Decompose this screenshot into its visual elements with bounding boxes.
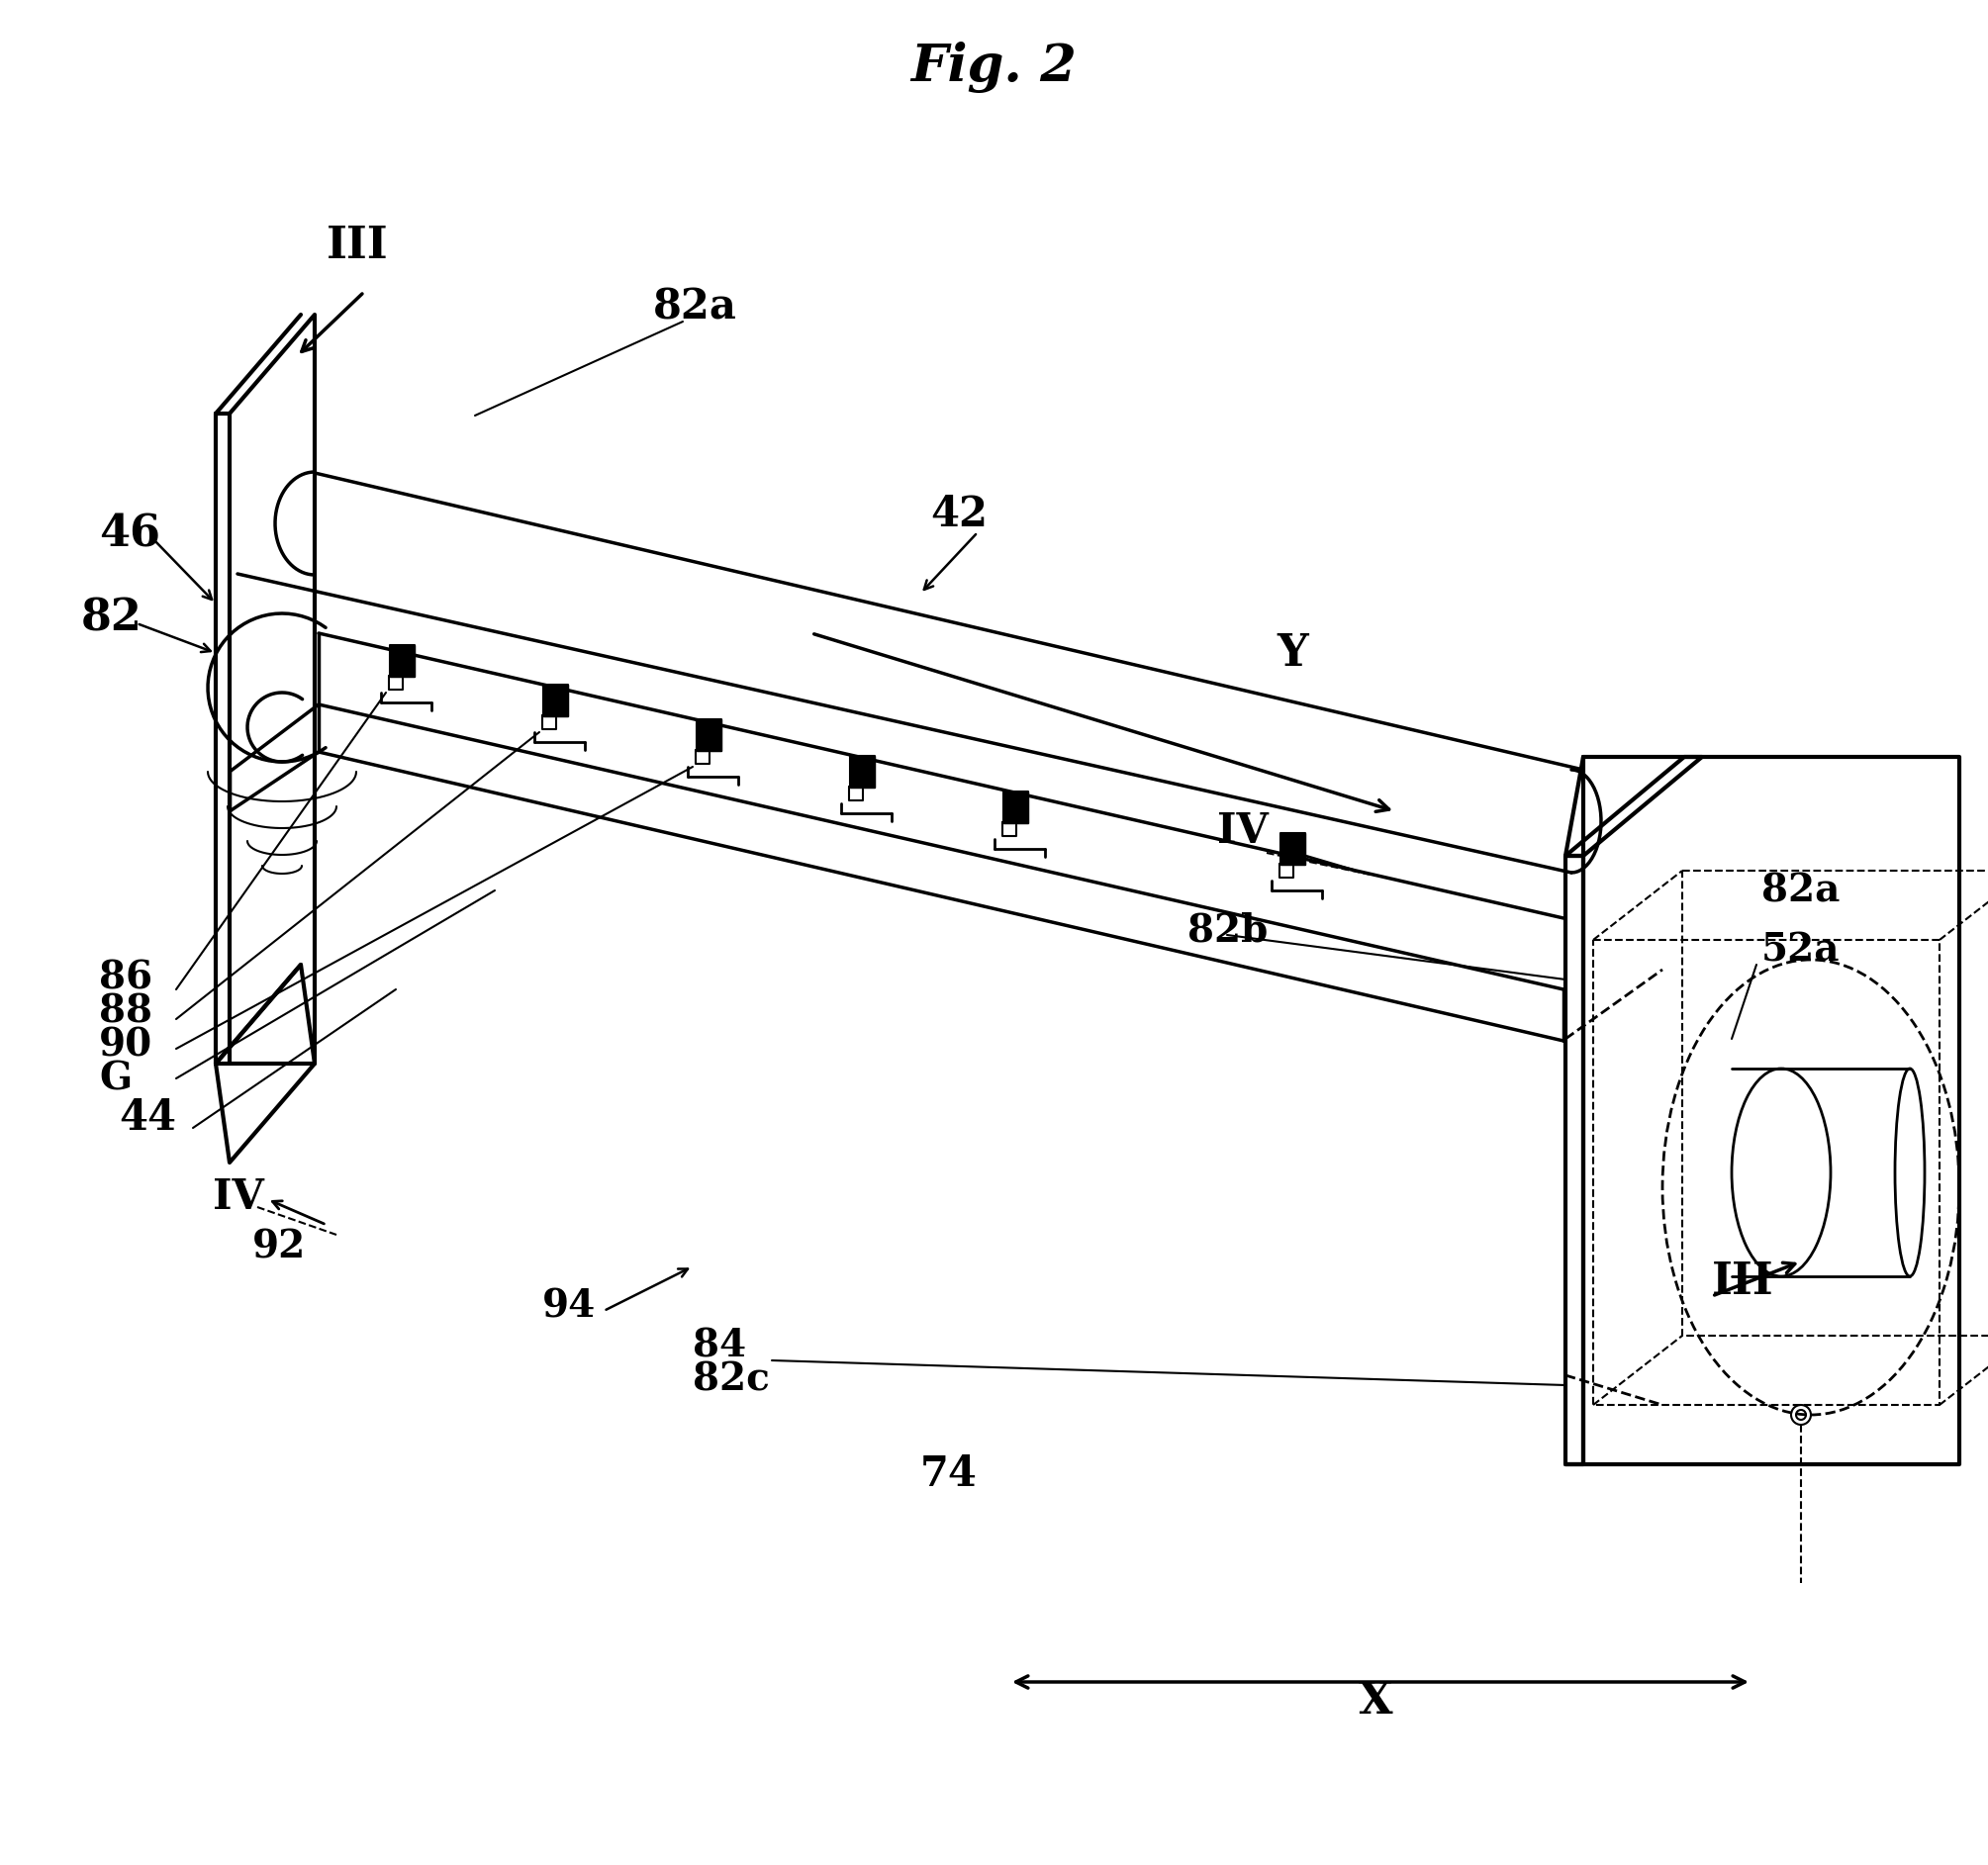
Text: 82a: 82a: [654, 285, 738, 328]
Text: III: III: [326, 224, 388, 267]
Text: 46: 46: [99, 513, 161, 556]
Text: IV: IV: [213, 1177, 264, 1218]
Text: 82a: 82a: [1761, 871, 1841, 910]
Text: X: X: [1358, 1680, 1394, 1723]
Text: 90: 90: [99, 1026, 153, 1063]
Polygon shape: [1280, 834, 1306, 865]
Text: IV: IV: [1217, 809, 1268, 852]
Polygon shape: [390, 645, 415, 677]
Text: G: G: [99, 1059, 131, 1097]
Polygon shape: [851, 755, 875, 787]
Text: 42: 42: [930, 494, 988, 535]
Text: 88: 88: [99, 992, 153, 1029]
Text: 84: 84: [692, 1326, 746, 1365]
Text: 92: 92: [252, 1227, 306, 1266]
Text: Fig. 2: Fig. 2: [911, 41, 1077, 93]
Text: 86: 86: [99, 959, 153, 996]
Text: 82c: 82c: [692, 1361, 769, 1399]
Text: 82: 82: [82, 597, 143, 640]
Polygon shape: [1004, 791, 1028, 822]
Text: Y: Y: [1276, 632, 1308, 675]
Polygon shape: [696, 720, 722, 752]
Text: 82b: 82b: [1187, 912, 1268, 949]
Text: 52a: 52a: [1761, 931, 1841, 968]
Text: III: III: [1712, 1261, 1773, 1302]
Text: 44: 44: [119, 1097, 177, 1140]
Polygon shape: [543, 684, 569, 716]
Text: 74: 74: [920, 1453, 978, 1496]
Text: 94: 94: [543, 1287, 596, 1324]
